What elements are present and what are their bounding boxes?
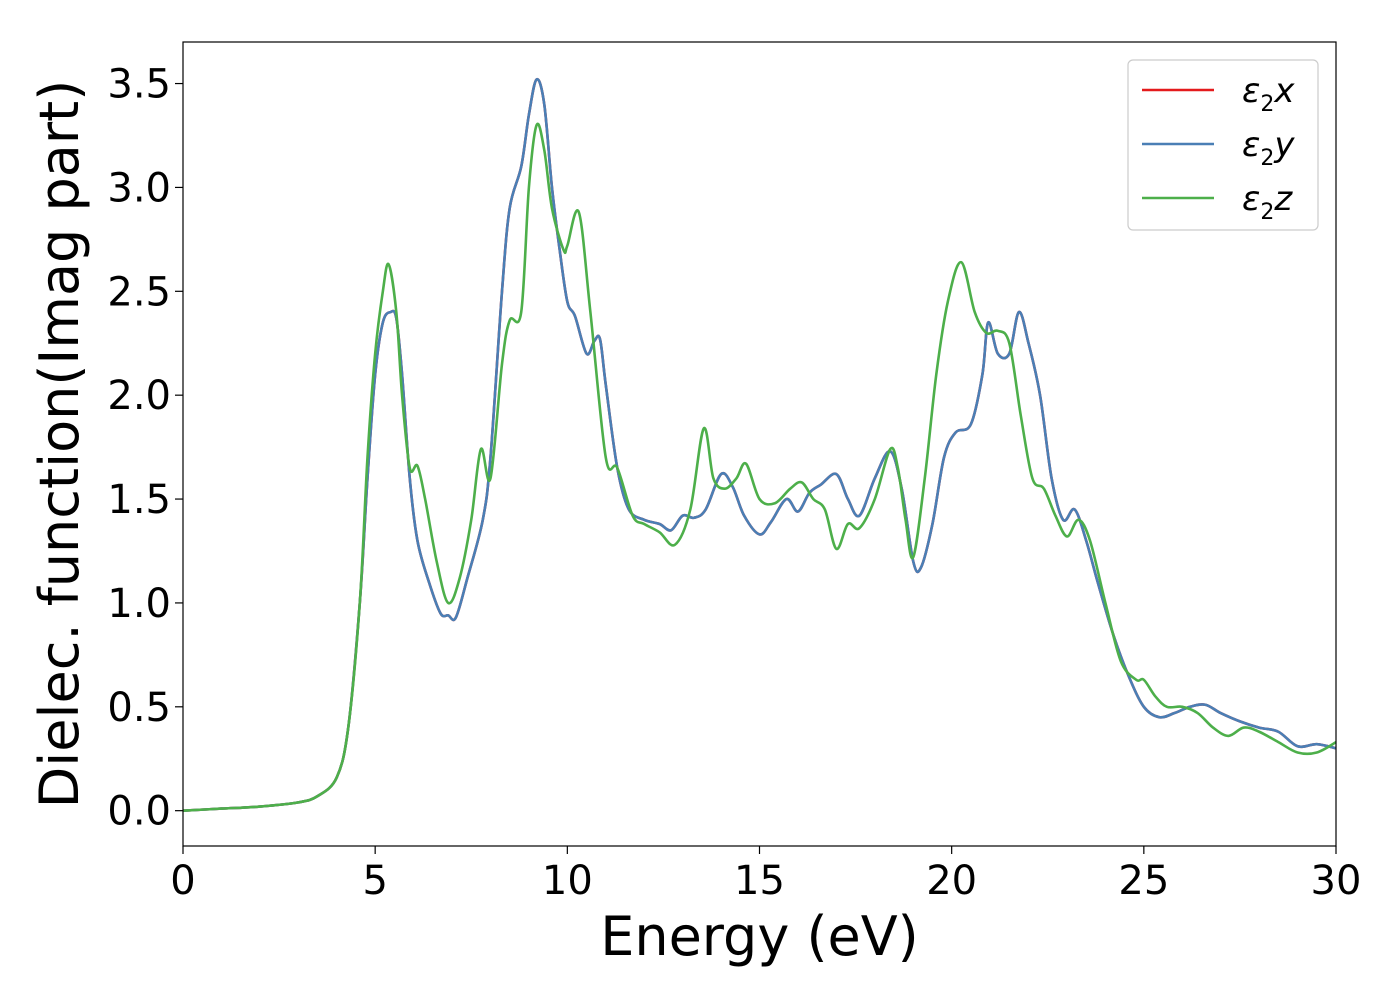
y-tick-label: 2.5 [107, 269, 171, 315]
x-tick-label: 10 [542, 858, 593, 904]
x-tick-label: 20 [926, 858, 977, 904]
legend: ε2x ε2y ε2z [1127, 59, 1319, 231]
legend-label-y: ε2y [1242, 125, 1295, 171]
y-axis: 0.0 0.5 1.0 1.5 2.0 2.5 3.0 3.5 [107, 62, 183, 835]
x-tick-label: 25 [1118, 858, 1169, 904]
y-tick-label: 1.5 [107, 477, 171, 523]
y-tick-label: 1.0 [107, 581, 171, 627]
legend-box [1127, 59, 1319, 231]
x-tick-label: 5 [362, 858, 387, 904]
legend-label-x: ε2x [1242, 71, 1295, 117]
y-tick-label: 3.5 [107, 62, 171, 108]
y-axis-label: Dielec. function(Imag part) [28, 80, 91, 809]
y-tick-label: 3.0 [107, 165, 171, 211]
series-layer [183, 77, 1336, 812]
y-tick-label: 0.5 [107, 685, 171, 731]
x-tick-label: 0 [170, 858, 195, 904]
series-line-y [183, 77, 1336, 812]
x-tick-label: 15 [734, 858, 785, 904]
x-axis-label: Energy (eV) [600, 905, 919, 968]
x-tick-label: 30 [1311, 858, 1362, 904]
y-tick-label: 2.0 [107, 373, 171, 419]
legend-label-z: ε2z [1242, 179, 1293, 225]
x-axis: 0 5 10 15 20 25 30 [170, 846, 1361, 904]
series-line-z [183, 122, 1336, 812]
y-tick-label: 0.0 [107, 789, 171, 835]
